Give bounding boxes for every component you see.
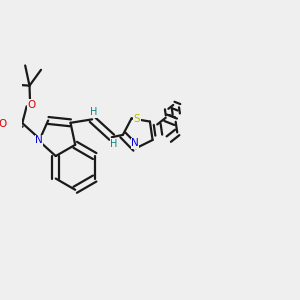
Text: H: H [110, 139, 118, 148]
Text: N: N [35, 135, 43, 145]
Text: H: H [90, 107, 97, 117]
Text: S: S [134, 114, 140, 124]
Text: N: N [131, 138, 139, 148]
Text: O: O [28, 100, 36, 110]
Text: O: O [0, 119, 7, 129]
